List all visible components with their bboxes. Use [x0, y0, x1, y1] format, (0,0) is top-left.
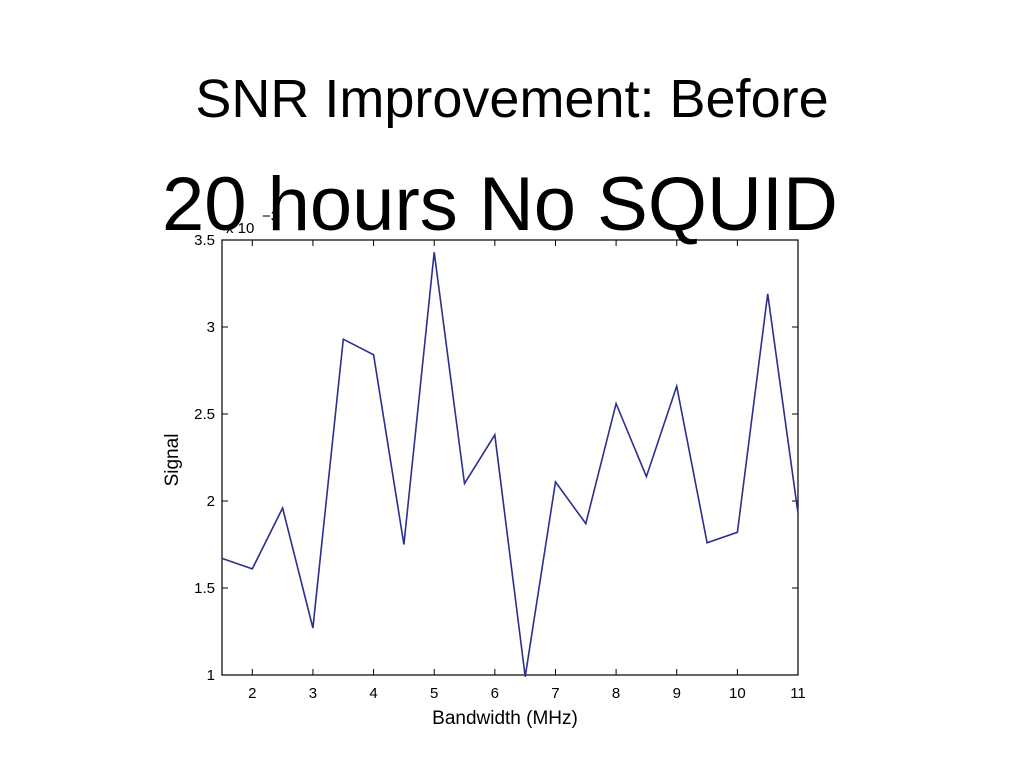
x-tick-label: 7: [551, 685, 559, 702]
x-axis-ticks: 2 3 4 5 6 7 8 9 10 11: [248, 240, 806, 702]
y-axis-label: Signal: [162, 434, 183, 487]
x-tick-label: 2: [248, 685, 256, 702]
y-tick-label: 2: [207, 493, 215, 510]
x-tick-label: 9: [673, 685, 681, 702]
x-tick-label: 11: [790, 685, 806, 702]
signal-series-line: [221, 252, 799, 677]
x-axis-label: Bandwidth (MHz): [432, 708, 578, 729]
y-multiplier-exponent: −3: [262, 208, 279, 225]
x-tick-label: 3: [309, 685, 317, 702]
y-tick-label: 3.5: [194, 232, 215, 249]
x-tick-label: 4: [369, 685, 377, 702]
x-tick-label: 5: [430, 685, 438, 702]
plot-frame: [221, 239, 799, 676]
slide-title: SNR Improvement: Before: [195, 69, 829, 129]
x-tick-label: 10: [729, 685, 746, 702]
y-multiplier-label: x 10: [226, 220, 254, 237]
y-tick-label: 1: [207, 667, 215, 684]
x-tick-label: 6: [491, 685, 499, 702]
y-axis-ticks: 1 1.5 2 2.5 3 3.5: [194, 232, 798, 684]
y-tick-label: 1.5: [194, 580, 215, 597]
x-tick-label: 8: [612, 685, 620, 702]
y-tick-label: 2.5: [194, 406, 215, 423]
slide-subtitle: 20 hours No SQUID: [162, 162, 838, 247]
y-tick-label: 3: [207, 319, 215, 336]
